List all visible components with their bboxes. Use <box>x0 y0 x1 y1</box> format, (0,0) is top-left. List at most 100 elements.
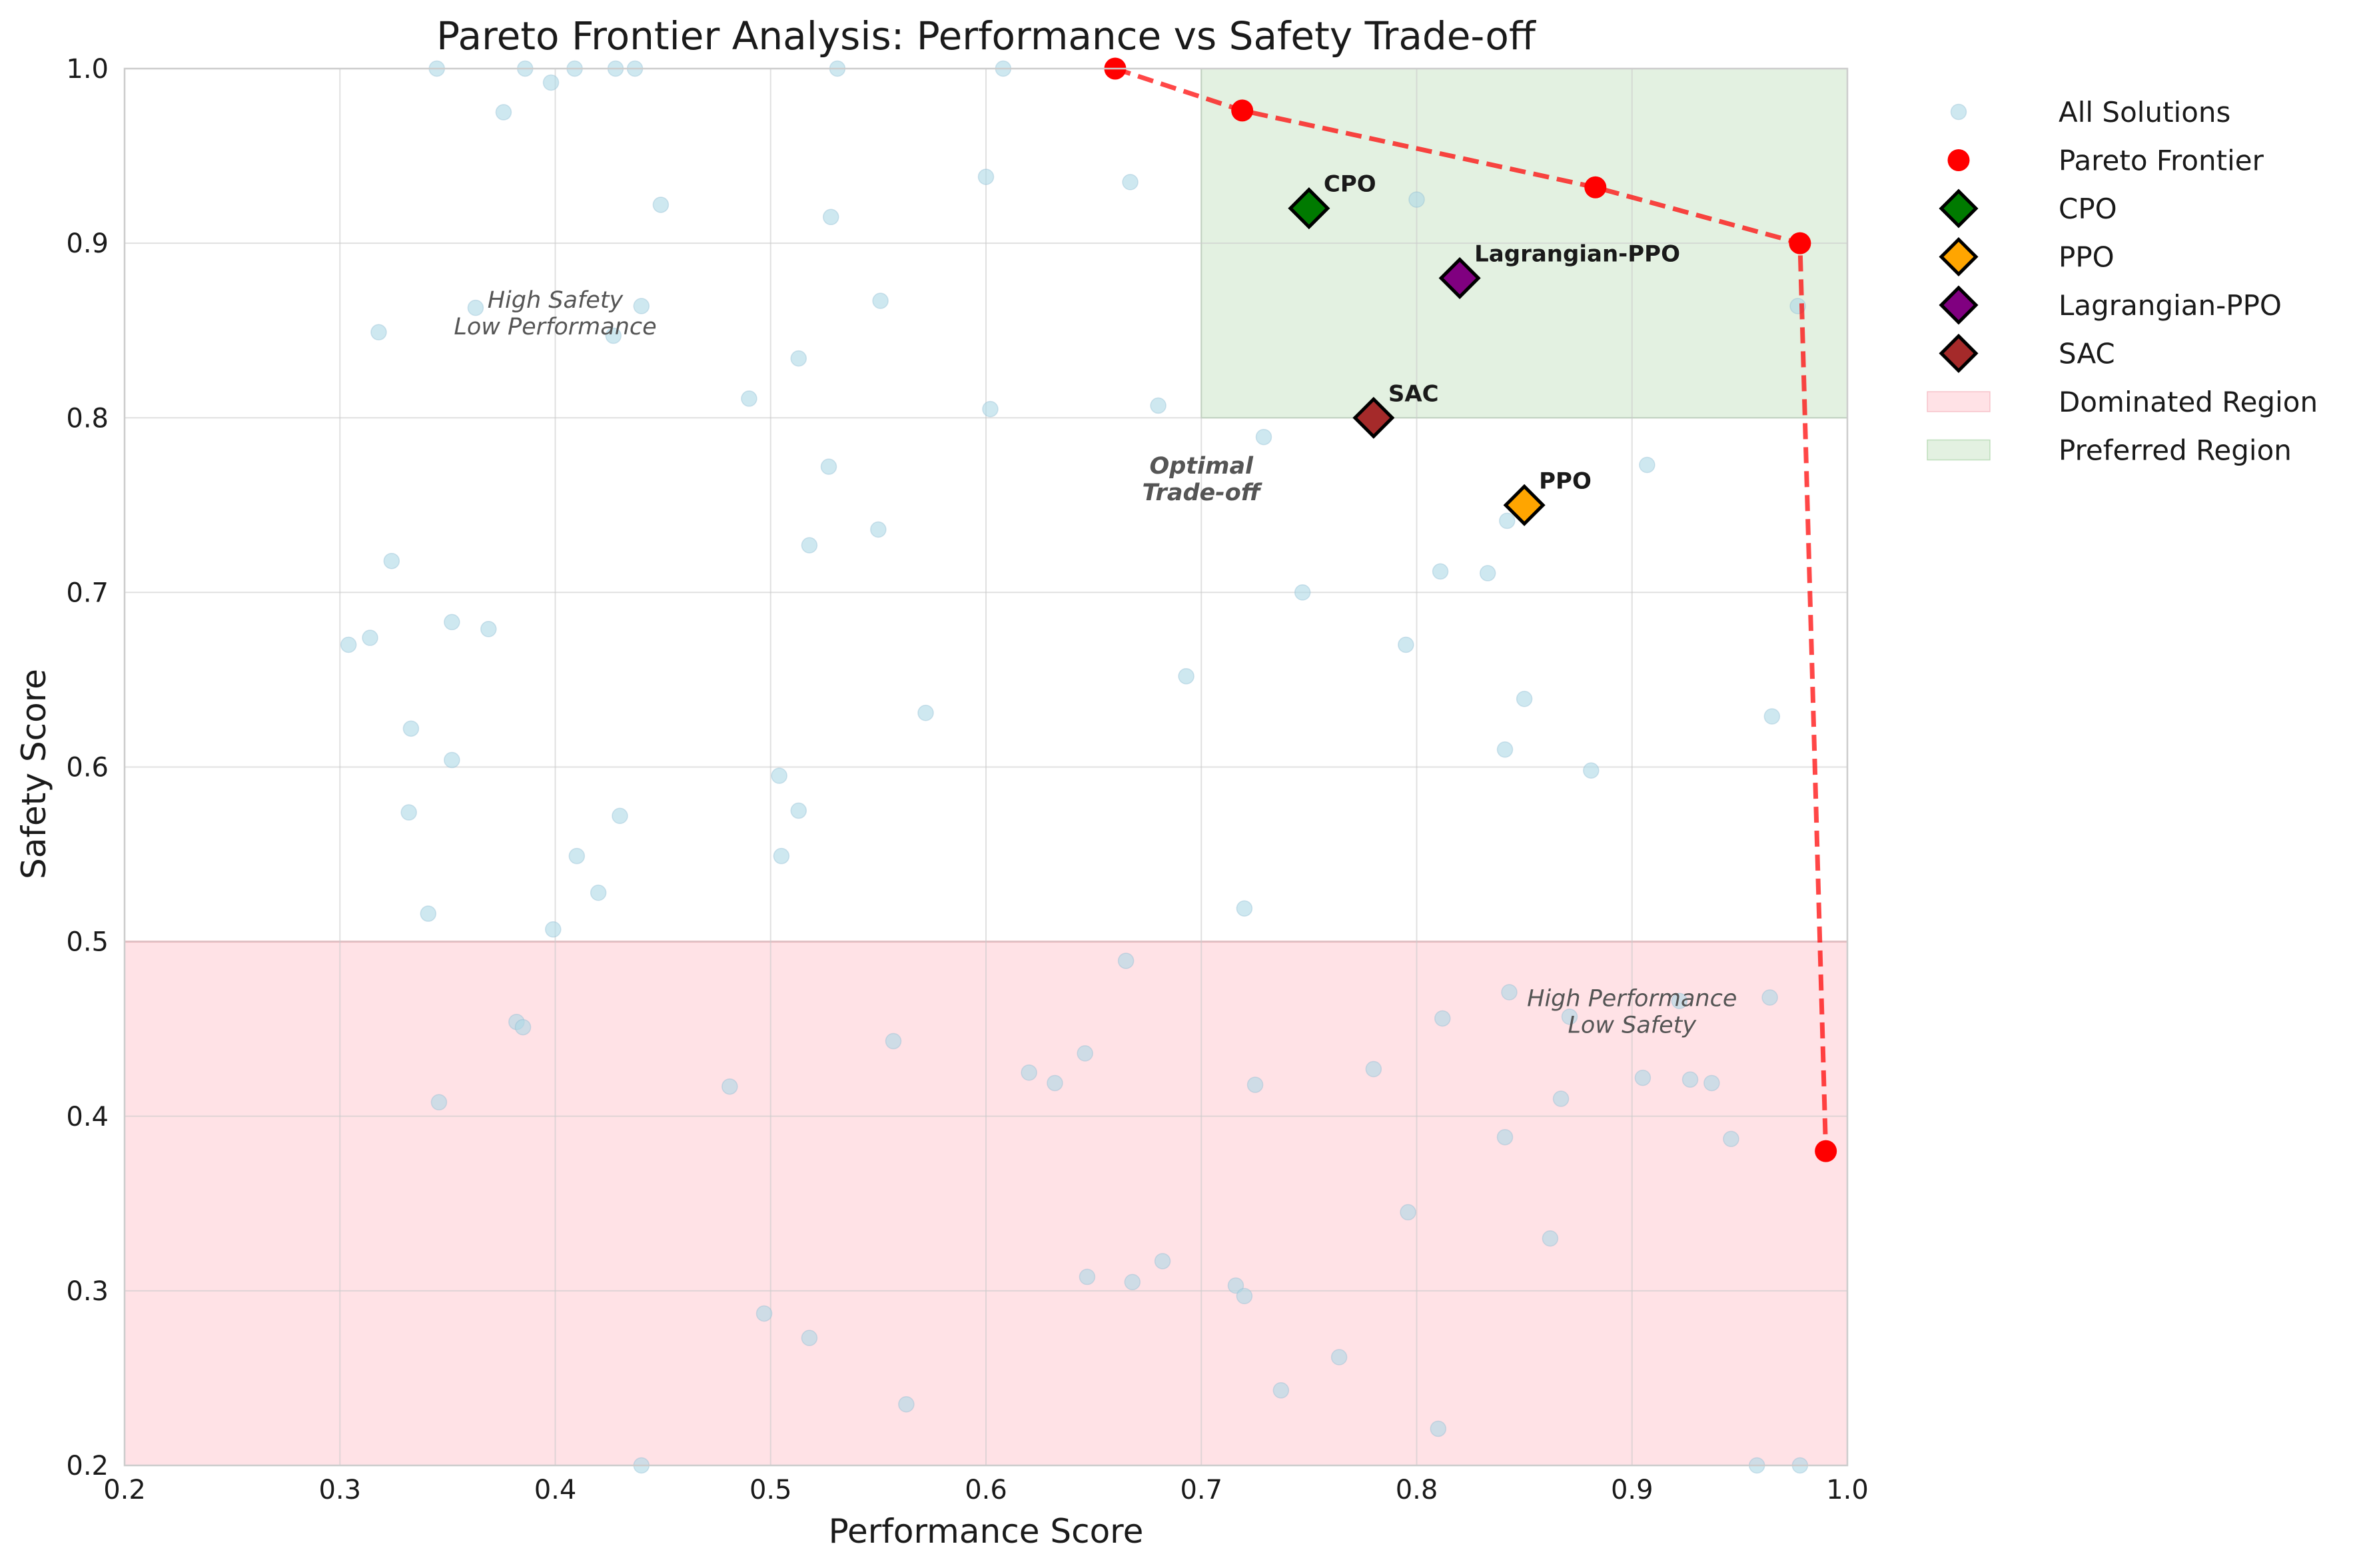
method-label-lagrangian-ppo: Lagrangian-PPO <box>1474 241 1680 268</box>
solution-point <box>741 390 757 407</box>
x-axis-label: Performance Score <box>829 1512 1144 1551</box>
solution-point <box>1117 953 1135 969</box>
solution-point <box>771 767 787 784</box>
pareto-point <box>1789 232 1811 254</box>
solution-point <box>721 1078 738 1095</box>
solution-point <box>1408 191 1425 208</box>
method-marker-cpo <box>1288 187 1330 230</box>
solution-point <box>652 196 670 213</box>
x-tick-label: 0.3 <box>318 1475 361 1505</box>
legend-swatch-pareto-frontier <box>1947 149 1970 171</box>
y-tick-label: 0.5 <box>66 927 109 958</box>
ticks-layer: 0.2 0.3 0.4 0.5 0.6 0.7 0.8 0.9 1.0 0.2 0.3 0.4 0.5 0… <box>66 54 1868 1505</box>
solution-point <box>1272 1382 1290 1399</box>
solution-point <box>444 613 460 631</box>
solution-point <box>801 1330 818 1346</box>
annotation-text: High Safety <box>488 287 624 314</box>
x-tick-label: 0.5 <box>749 1475 792 1505</box>
pareto-point <box>1584 176 1607 198</box>
solution-point <box>1178 667 1194 685</box>
legend-swatch-lagrangian-ppo <box>1939 285 1979 325</box>
solution-point <box>1294 584 1311 601</box>
solution-point <box>590 884 607 901</box>
solution-point <box>801 537 818 554</box>
solution-point <box>542 74 560 91</box>
solution-point <box>1639 456 1655 474</box>
solution-point <box>1496 741 1514 758</box>
legend-label: SAC <box>2059 338 2115 370</box>
legend-swatch-cpo <box>1939 189 1979 228</box>
frame-layer <box>123 67 1849 1467</box>
method-label-sac: SAC <box>1388 380 1439 407</box>
x-tick-label: 0.7 <box>1180 1475 1222 1505</box>
y-tick-label: 0.9 <box>66 228 109 259</box>
legend-label: Dominated Region <box>2059 386 2318 418</box>
solution-point <box>1552 1090 1570 1107</box>
solution-point <box>1122 174 1139 191</box>
annotation-text: Low Performance <box>454 314 656 340</box>
legend-label: PPO <box>2059 241 2115 274</box>
y-tick-label: 0.3 <box>66 1276 109 1307</box>
solution-point <box>790 350 807 367</box>
solution-point <box>1047 1074 1063 1092</box>
annotation-text: High Performance <box>1527 985 1737 1012</box>
y-axis-label: Safety Score <box>15 669 53 879</box>
solution-point <box>1365 1060 1382 1078</box>
solution-point <box>340 636 357 653</box>
annotation-text: Optimal <box>1149 453 1254 480</box>
method-label-cpo: CPO <box>1324 171 1376 198</box>
solution-point <box>383 552 400 570</box>
y-tick-label: 0.8 <box>66 403 109 434</box>
solution-point <box>1583 762 1600 779</box>
x-tick-label: 0.9 <box>1611 1475 1653 1505</box>
solution-point <box>495 104 512 121</box>
solution-point <box>1124 1274 1141 1291</box>
solution-point <box>1236 900 1253 917</box>
solution-point <box>1479 565 1496 582</box>
frontier-layer <box>1104 57 1837 1162</box>
solution-point <box>1516 691 1533 707</box>
legend-swatch-ppo <box>1939 236 1979 277</box>
x-tick-label: 1.0 <box>1826 1475 1869 1505</box>
solution-point <box>430 1094 448 1111</box>
solution-point <box>1499 512 1516 530</box>
solution-point <box>1501 984 1518 1000</box>
x-tick-label: 0.4 <box>534 1475 577 1505</box>
annotation-text: Trade-off <box>1143 480 1263 506</box>
legend: All Solutions Pareto Frontier CPO PPO Lagran… <box>1927 96 2318 467</box>
solution-point <box>612 807 628 825</box>
solution-point <box>444 751 460 769</box>
y-tick-label: 0.6 <box>66 753 109 783</box>
solution-point <box>790 802 807 819</box>
x-tick-label: 0.6 <box>965 1475 1007 1505</box>
solution-point <box>1246 1076 1264 1093</box>
legend-swatch-dominated-region <box>1927 391 1991 412</box>
solution-point <box>1430 1420 1447 1437</box>
solution-point <box>898 1396 915 1413</box>
solution-point <box>1150 397 1167 414</box>
solution-point <box>820 458 837 475</box>
solution-point <box>633 298 650 314</box>
solution-point <box>1154 1253 1171 1270</box>
solution-point <box>568 847 586 865</box>
solution-point <box>1077 1045 1093 1062</box>
solution-point <box>1761 989 1778 1006</box>
solution-point <box>1432 563 1449 580</box>
legend-label: Lagrangian-PPO <box>2059 289 2282 322</box>
solution-point <box>1236 1288 1253 1304</box>
annotation-text: Low Safety <box>1568 1012 1697 1038</box>
y-tick-label: 0.4 <box>66 1102 109 1132</box>
solution-point <box>545 921 562 938</box>
solution-point <box>1681 1071 1699 1088</box>
solution-point <box>420 905 437 922</box>
legend-label: Pareto Frontier <box>2059 145 2264 177</box>
solution-point <box>1227 1277 1244 1294</box>
solution-point <box>982 400 999 418</box>
method-marker-lagrangian-ppo <box>1438 257 1481 300</box>
solution-point <box>773 847 790 865</box>
legend-label: Preferred Region <box>2059 434 2292 467</box>
solution-point <box>480 621 497 637</box>
solution-point <box>917 704 934 721</box>
